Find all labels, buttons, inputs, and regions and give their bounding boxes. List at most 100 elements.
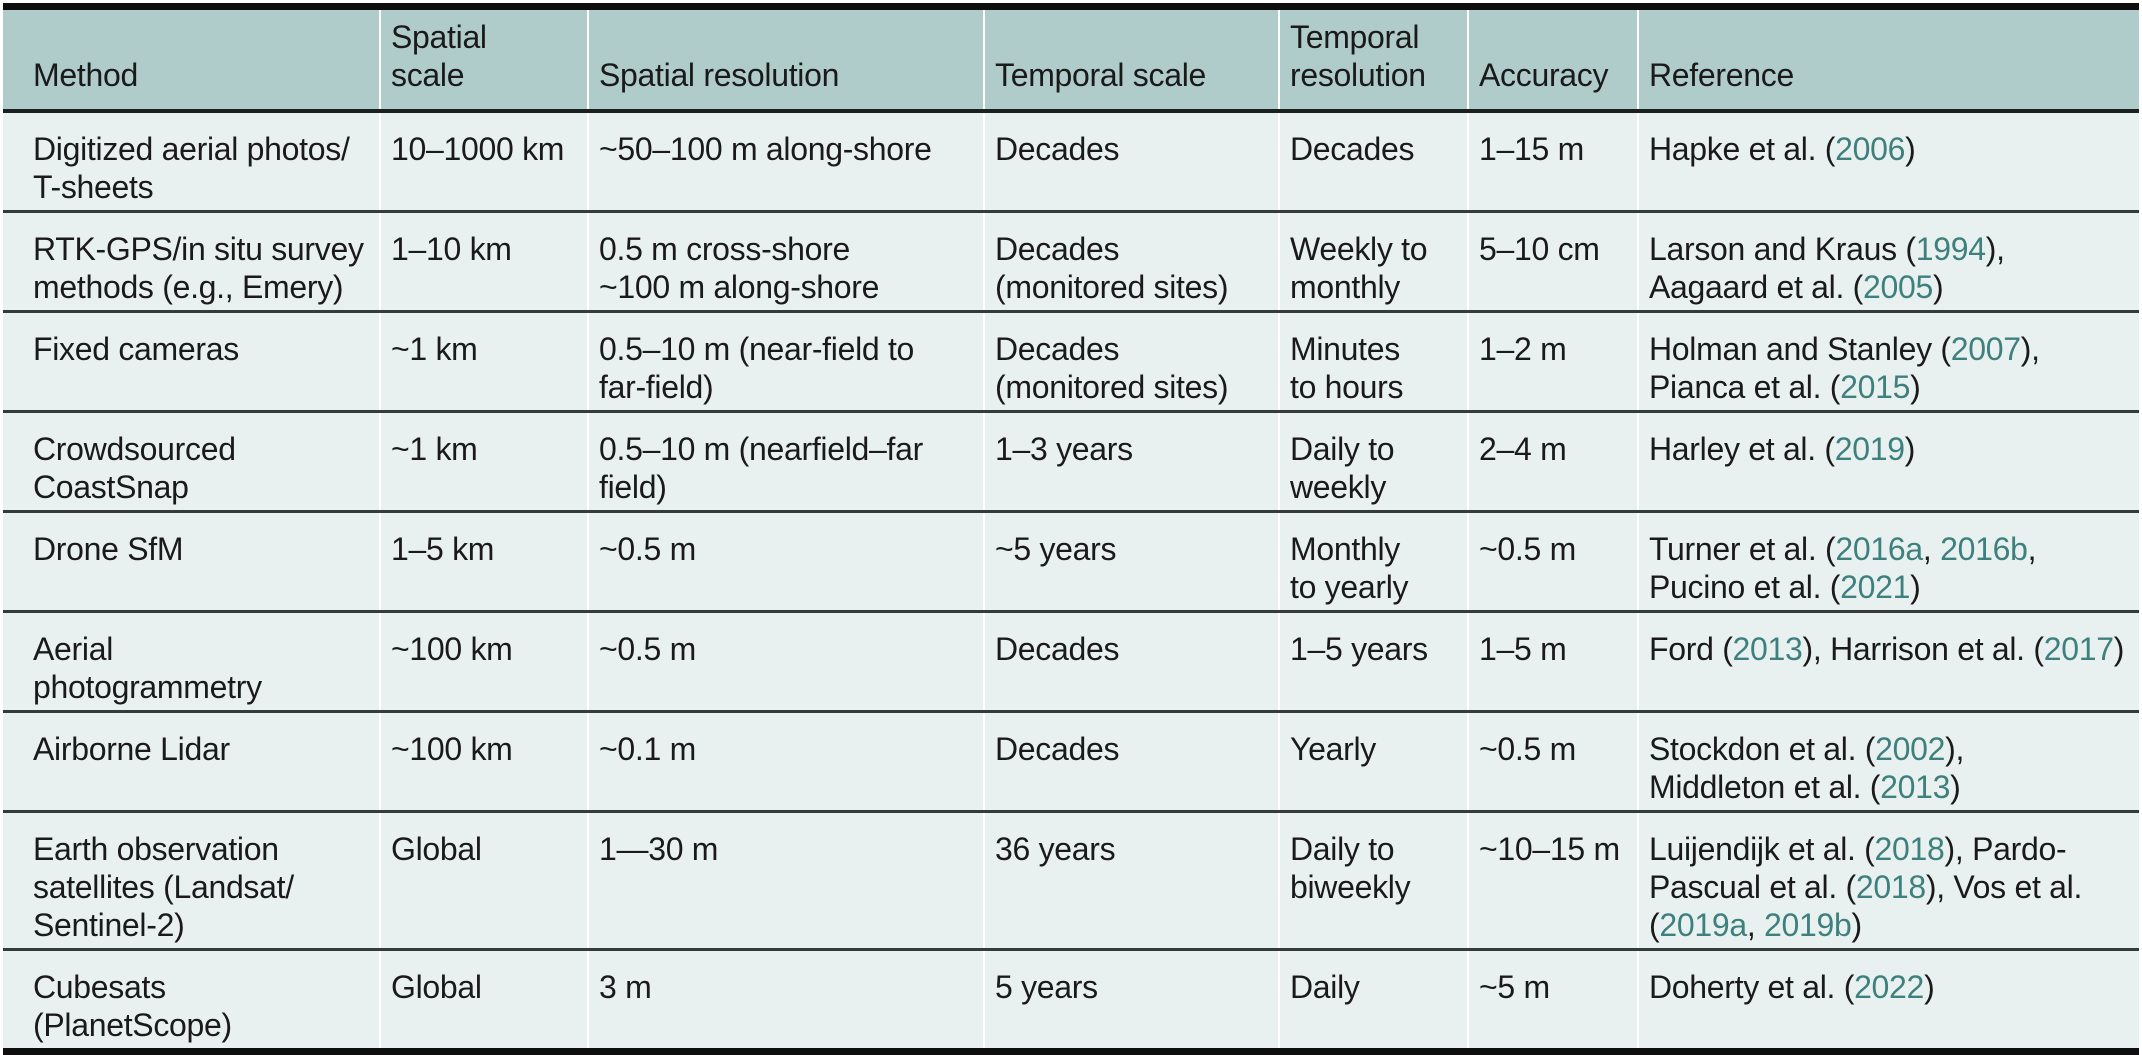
cell-spatial-resolution: ~0.5 m [587,611,984,713]
table-row: Fixed cameras ~1 km 0.5–10 m (near-field t… [3,311,2139,413]
cell-spatial-resolution: ~0.1 m [587,711,984,813]
column-header-spatial-scale: Spatial scale [379,10,588,113]
table-row: Earth observation satellites (Landsat/ S… [3,811,2139,951]
cell-accuracy: ~0.5 m [1467,711,1638,813]
cell-method: Crowdsourced CoastSnap [3,411,380,513]
methods-comparison-table: Method Spatial scale Spatial resolution … [3,3,2139,1055]
table-row: Aerial photogrammetry ~100 km ~0.5 m Decade… [3,611,2139,713]
cell-temporal-resolution: Daily to biweekly [1278,811,1468,951]
reference-year-link[interactable]: 2015 [1840,369,1911,405]
cell-spatial-resolution: ~0.5 m [587,511,984,613]
cell-spatial-scale: 1–5 km [379,511,588,613]
column-header-method: Method [3,10,380,113]
table-row: Drone SfM 1–5 km ~0.5 m ~5 years Monthly to … [3,511,2139,613]
cell-reference: Harley et al. (2019) [1637,411,2139,513]
reference-year-link[interactable]: 2013 [1732,631,1803,667]
cell-reference: Turner et al. (2016a, 2016b, Pucino et a… [1637,511,2139,613]
cell-accuracy: 1–2 m [1467,311,1638,413]
cell-temporal-resolution: Daily [1278,949,1468,1048]
reference-year-link[interactable]: 2005 [1863,269,1933,305]
cell-spatial-scale: Global [379,811,588,951]
table-row: Airborne Lidar ~100 km ~0.1 m Decades Yearly… [3,711,2139,813]
column-header-temporal-resolution: Temporal resolution [1278,10,1468,113]
cell-spatial-resolution: 1—30 m [587,811,984,951]
cell-reference: Luijendijk et al. (2018), Pardo- Pascual… [1637,811,2139,951]
cell-method: Fixed cameras [3,311,380,413]
reference-year-link[interactable]: 2019b [1764,907,1852,943]
cell-spatial-scale: ~1 km [379,311,588,413]
reference-year-link[interactable]: 2007 [1950,331,2021,367]
cell-temporal-scale: Decades [983,111,1279,213]
table-row: Crowdsourced CoastSnap ~1 km 0.5–10 m (nea… [3,411,2139,513]
cell-method: Aerial photogrammetry [3,611,380,713]
cell-spatial-resolution: 0.5–10 m (near-field to far-field) [587,311,984,413]
cell-temporal-scale: ~5 years [983,511,1279,613]
cell-accuracy: ~5 m [1467,949,1638,1048]
reference-year-link[interactable]: 2016a [1835,531,1923,567]
cell-spatial-scale: Global [379,949,588,1048]
cell-temporal-scale: 1–3 years [983,411,1279,513]
cell-temporal-resolution: Monthly to yearly [1278,511,1468,613]
cell-spatial-resolution: 3 m [587,949,984,1048]
cell-accuracy: 1–15 m [1467,111,1638,213]
cell-temporal-scale: Decades [983,611,1279,713]
reference-year-link[interactable]: 2019a [1659,907,1747,943]
cell-temporal-scale: 5 years [983,949,1279,1048]
cell-spatial-scale: 1–10 km [379,211,588,313]
table-row: RTK-GPS/in situ survey methods (e.g., Em… [3,211,2139,313]
cell-reference: Ford (2013), Harrison et al. (2017) [1637,611,2139,713]
reference-year-link[interactable]: 1994 [1915,231,1986,267]
cell-reference: Larson and Kraus (1994), Aagaard et al. … [1637,211,2139,313]
cell-method: Earth observation satellites (Landsat/ S… [3,811,380,951]
cell-spatial-resolution: 0.5–10 m (nearfield–far field) [587,411,984,513]
cell-temporal-resolution: Weekly to monthly [1278,211,1468,313]
cell-accuracy: 5–10 cm [1467,211,1638,313]
column-header-spatial-resolution: Spatial resolution [587,10,984,113]
reference-year-link[interactable]: 2018 [1855,869,1926,905]
methods-table: Method Spatial scale Spatial resolution … [3,10,2139,1048]
cell-method: Drone SfM [3,511,380,613]
reference-year-link[interactable]: 2013 [1880,769,1951,805]
reference-year-link[interactable]: 2019 [1834,431,1905,467]
cell-spatial-resolution: ~50–100 m along-shore [587,111,984,213]
cell-temporal-scale: Decades (monitored sites) [983,311,1279,413]
cell-spatial-scale: ~100 km [379,611,588,713]
cell-reference: Hapke et al. (2006) [1637,111,2139,213]
cell-reference: Doherty et al. (2022) [1637,949,2139,1048]
header-row: Method Spatial scale Spatial resolution … [3,10,2139,113]
cell-spatial-scale: 10–1000 km [379,111,588,213]
cell-temporal-resolution: Decades [1278,111,1468,213]
cell-method: RTK-GPS/in situ survey methods (e.g., Em… [3,211,380,313]
cell-temporal-scale: Decades (monitored sites) [983,211,1279,313]
cell-accuracy: ~10–15 m [1467,811,1638,951]
reference-year-link[interactable]: 2022 [1854,969,1925,1005]
cell-spatial-scale: ~100 km [379,711,588,813]
cell-temporal-resolution: 1–5 years [1278,611,1468,713]
table-body: Digitized aerial photos/ T-sheets 10–1000… [3,111,2139,1048]
cell-reference: Stockdon et al. (2002), Middleton et al.… [1637,711,2139,813]
reference-year-link[interactable]: 2017 [2043,631,2114,667]
cell-temporal-scale: Decades [983,711,1279,813]
column-header-temporal-scale: Temporal scale [983,10,1279,113]
cell-reference: Holman and Stanley (2007), Pianca et al.… [1637,311,2139,413]
cell-spatial-scale: ~1 km [379,411,588,513]
reference-year-link[interactable]: 2006 [1835,131,1906,167]
table-row: Digitized aerial photos/ T-sheets 10–1000… [3,111,2139,213]
cell-temporal-resolution: Minutes to hours [1278,311,1468,413]
reference-year-link[interactable]: 2016b [1940,531,2028,567]
reference-year-link[interactable]: 2021 [1840,569,1911,605]
reference-year-link[interactable]: 2018 [1874,831,1945,867]
column-header-reference: Reference [1637,10,2139,113]
cell-temporal-scale: 36 years [983,811,1279,951]
cell-method: Airborne Lidar [3,711,380,813]
cell-temporal-resolution: Yearly [1278,711,1468,813]
cell-method: Digitized aerial photos/ T-sheets [3,111,380,213]
cell-accuracy: ~0.5 m [1467,511,1638,613]
cell-accuracy: 1–5 m [1467,611,1638,713]
cell-accuracy: 2–4 m [1467,411,1638,513]
column-header-accuracy: Accuracy [1467,10,1638,113]
reference-year-link[interactable]: 2002 [1875,731,1946,767]
cell-method: Cubesats (PlanetScope) [3,949,380,1048]
cell-temporal-resolution: Daily to weekly [1278,411,1468,513]
